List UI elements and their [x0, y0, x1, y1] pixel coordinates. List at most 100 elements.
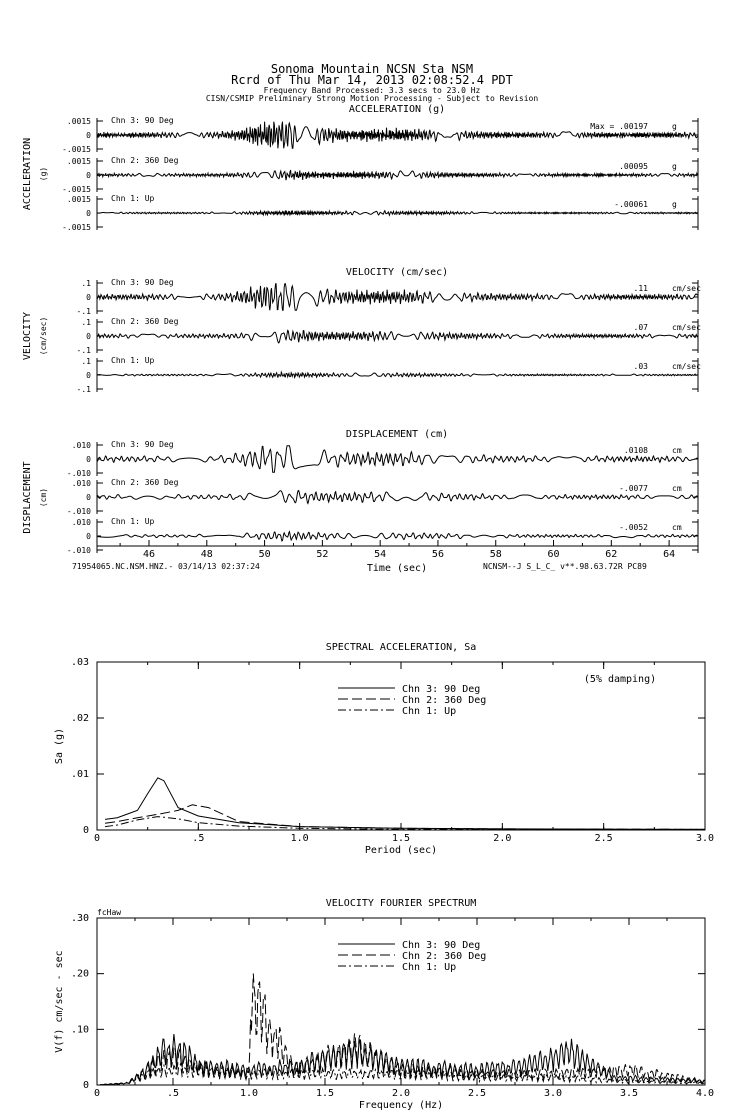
- y-tick-label: .10: [71, 1024, 89, 1035]
- y-tick-label: -.0015: [62, 185, 91, 194]
- y-tick-label: 0: [86, 455, 91, 464]
- plot-title: VELOCITY FOURIER SPECTRUM: [326, 898, 477, 909]
- x-tick-label: .5: [167, 1088, 179, 1099]
- y-tick-label: 0: [86, 293, 91, 302]
- peak-unit: cm: [672, 484, 682, 493]
- footer-right: NCNSM--J S_L_C_ v**.98.63.72R PC89: [483, 562, 647, 571]
- y-tick-label: .0015: [67, 157, 91, 166]
- x-tick-label: 1.5: [316, 1088, 334, 1099]
- peak-unit: g: [672, 122, 677, 131]
- frequency-band: Frequency Band Processed: 3.3 secs to 23…: [264, 86, 481, 95]
- peak-value: -.0052: [619, 523, 648, 532]
- x-tick-label: 52: [316, 549, 328, 560]
- y-axis-unit: (g): [39, 167, 48, 181]
- x-tick-label: 54: [374, 549, 386, 560]
- peak-value: Max = .00197: [590, 122, 648, 131]
- time-axis-label: Time (sec): [367, 563, 427, 574]
- y-tick-label: 0: [83, 825, 89, 836]
- x-tick-label: 0: [94, 833, 100, 844]
- x-axis-label: Frequency (Hz): [359, 1100, 443, 1111]
- x-tick-label: 4.0: [696, 1088, 714, 1099]
- legend-label: Chn 3: 90 Deg: [402, 684, 480, 695]
- y-tick-label: -.0015: [62, 223, 91, 232]
- series-line: [99, 973, 705, 1086]
- y-tick-label: -.1: [77, 385, 92, 394]
- x-tick-label: 48: [201, 549, 213, 560]
- peak-unit: g: [672, 162, 677, 171]
- x-tick-label: 1.0: [240, 1088, 258, 1099]
- y-tick-label: .010: [72, 441, 91, 450]
- series-line: [105, 816, 705, 830]
- channel-label: Chn 2: 360 Deg: [111, 478, 179, 487]
- y-tick-label: .1: [81, 357, 91, 366]
- x-tick-label: 2.0: [392, 1088, 410, 1099]
- y-tick-label: .010: [72, 518, 91, 527]
- waveform-trace: [96, 283, 698, 311]
- x-tick-label: 1.5: [392, 833, 410, 844]
- x-tick-label: 0: [94, 1088, 100, 1099]
- channel-label: Chn 1: Up: [111, 517, 155, 526]
- y-tick-label: .01: [71, 769, 89, 780]
- waveform-trace: [96, 530, 698, 542]
- y-tick-label: .20: [71, 969, 89, 980]
- x-tick-label: 3.5: [620, 1088, 638, 1099]
- x-tick-label: 64: [663, 549, 675, 560]
- y-tick-label: -.010: [67, 469, 91, 478]
- y-axis-label: VELOCITY: [22, 312, 33, 360]
- y-axis-label: V(f) cm/sec - sec: [54, 950, 65, 1052]
- y-tick-label: -.1: [77, 346, 92, 355]
- waveform-trace: [96, 370, 698, 379]
- y-tick-label: -.010: [67, 546, 91, 555]
- series-line: [100, 1062, 705, 1086]
- waveform-trace: [96, 490, 698, 505]
- peak-value: .03: [634, 362, 649, 371]
- y-tick-label: .0015: [67, 195, 91, 204]
- y-tick-label: 0: [86, 532, 91, 541]
- x-axis-label: Period (sec): [365, 845, 437, 856]
- x-tick-label: 60: [548, 549, 560, 560]
- peak-value: .0108: [624, 446, 648, 455]
- series-line: [99, 1034, 705, 1086]
- peak-unit: g: [672, 200, 677, 209]
- y-tick-label: 0: [86, 209, 91, 218]
- x-tick-label: 62: [605, 549, 617, 560]
- y-tick-label: 0: [86, 371, 91, 380]
- y-tick-label: .03: [71, 657, 89, 668]
- channel-label: Chn 3: 90 Deg: [111, 278, 174, 287]
- x-tick-label: 3.0: [696, 833, 714, 844]
- peak-unit: cm: [672, 523, 682, 532]
- x-tick-label: 2.0: [493, 833, 511, 844]
- corner-label: fcHaw: [97, 908, 121, 917]
- x-tick-label: 3.0: [544, 1088, 562, 1099]
- x-tick-label: 2.5: [595, 833, 613, 844]
- y-tick-label: .010: [72, 479, 91, 488]
- legend-label: Chn 2: 360 Deg: [402, 951, 486, 962]
- y-tick-label: -.0015: [62, 145, 91, 154]
- y-tick-label: -.1: [77, 307, 92, 316]
- peak-unit: cm/sec: [672, 323, 701, 332]
- footer-left: 71954065.NC.NSM.HNZ.- 03/14/13 02:37:24: [72, 562, 260, 571]
- peak-value: -.00061: [614, 200, 648, 209]
- y-tick-label: 0: [86, 332, 91, 341]
- processing-note: CISN/CSMIP Preliminary Strong Motion Pro…: [206, 94, 539, 103]
- peak-value: .07: [634, 323, 649, 332]
- series-line: [105, 804, 706, 830]
- y-tick-label: .0015: [67, 117, 91, 126]
- y-tick-label: 0: [86, 493, 91, 502]
- peak-value: .00095: [619, 162, 648, 171]
- y-tick-label: 0: [86, 171, 91, 180]
- record-title: Rcrd of Thu Mar 14, 2013 02:08:52.4 PDT: [231, 73, 513, 87]
- legend-label: Chn 1: Up: [402, 962, 456, 973]
- y-tick-label: 0: [86, 131, 91, 140]
- legend-label: Chn 3: 90 Deg: [402, 940, 480, 951]
- damping-annotation: (5% damping): [584, 674, 656, 685]
- y-axis-label: Sa (g): [54, 728, 65, 764]
- panel-title: VELOCITY (cm/sec): [346, 267, 448, 278]
- channel-label: Chn 2: 360 Deg: [111, 156, 179, 165]
- channel-label: Chn 2: 360 Deg: [111, 317, 179, 326]
- x-tick-label: 46: [143, 549, 155, 560]
- legend-label: Chn 2: 360 Deg: [402, 695, 486, 706]
- peak-value: .11: [634, 284, 649, 293]
- waveform-trace: [96, 329, 698, 344]
